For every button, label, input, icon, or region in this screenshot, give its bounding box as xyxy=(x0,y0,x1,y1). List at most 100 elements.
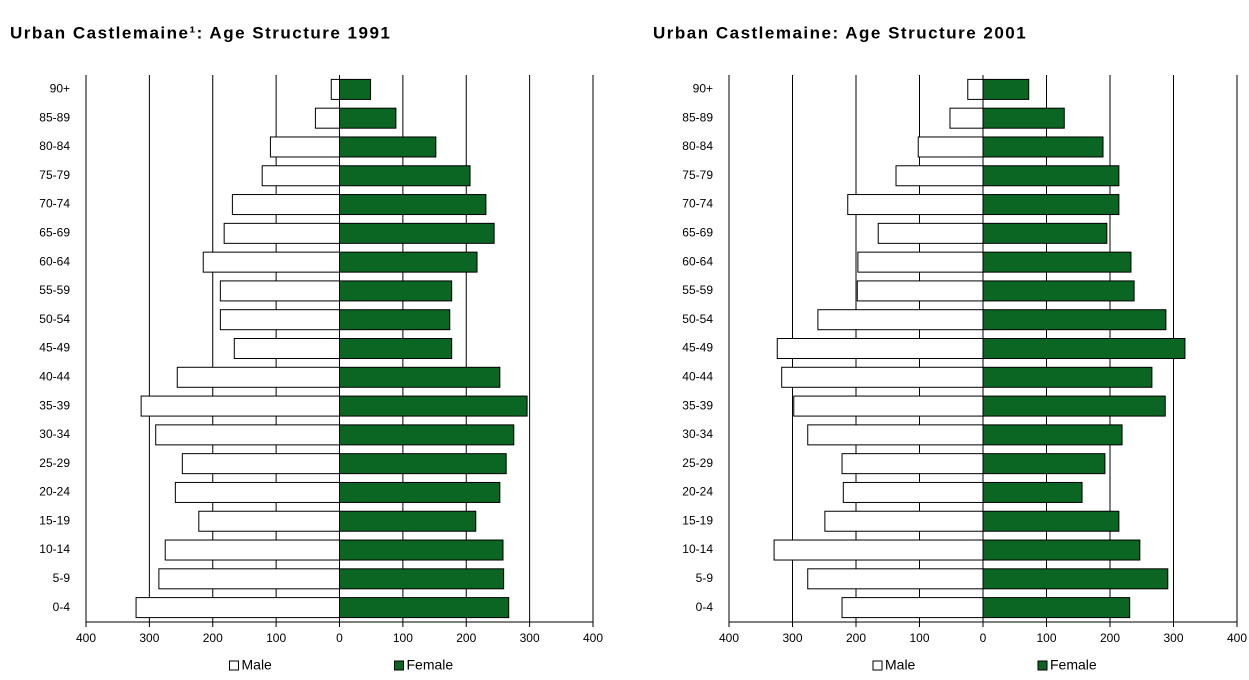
bar xyxy=(949,107,984,129)
y-tick-label: 90+ xyxy=(50,82,70,96)
bar xyxy=(776,338,984,359)
bar xyxy=(982,424,1123,446)
y-tick-label: 50-54 xyxy=(682,312,713,326)
legend-swatch xyxy=(1037,660,1048,671)
bar xyxy=(847,194,984,216)
bar xyxy=(842,481,984,503)
x-tick-label: 200 xyxy=(1100,631,1120,645)
bar xyxy=(917,136,984,158)
x-tick-label: 200 xyxy=(456,631,476,645)
y-tick-label: 35-39 xyxy=(682,398,713,412)
y-tick-label: 0-4 xyxy=(53,600,71,614)
bar xyxy=(982,568,1169,590)
bar xyxy=(982,597,1131,619)
x-tick-label: 200 xyxy=(203,631,223,645)
y-tick-label: 60-64 xyxy=(682,254,713,268)
legend-swatch xyxy=(394,660,404,671)
bar xyxy=(982,366,1153,388)
x-tick-label: 100 xyxy=(909,631,929,645)
bar xyxy=(841,597,984,619)
y-tick-label: 25-29 xyxy=(39,456,70,470)
y-tick-label: 5-9 xyxy=(53,571,71,585)
y-tick-label: 80-84 xyxy=(39,139,70,153)
bar xyxy=(339,222,495,244)
bar xyxy=(982,539,1141,561)
bar xyxy=(330,78,341,100)
bar xyxy=(793,395,984,417)
bar xyxy=(261,165,340,187)
x-tick-label: 100 xyxy=(1036,631,1056,645)
bar xyxy=(140,395,340,417)
bar xyxy=(181,453,340,475)
bar xyxy=(895,165,984,187)
bar xyxy=(164,539,340,561)
bar xyxy=(817,309,984,331)
x-tick-label: 300 xyxy=(782,631,802,645)
x-tick-label: 100 xyxy=(393,631,413,645)
bar xyxy=(781,366,984,388)
bar xyxy=(982,107,1065,129)
y-tick-label: 85-89 xyxy=(682,110,713,124)
legend-label: Male xyxy=(242,657,273,673)
y-tick-label: 10-14 xyxy=(682,542,713,556)
y-tick-label: 40-44 xyxy=(39,369,70,383)
bar xyxy=(982,338,1186,359)
bar xyxy=(339,136,437,158)
bar xyxy=(807,568,984,590)
legend-label: Female xyxy=(407,657,454,673)
bar xyxy=(982,222,1108,244)
bar xyxy=(219,280,340,302)
y-tick-label: 65-69 xyxy=(39,226,70,240)
bar xyxy=(982,194,1120,216)
bar xyxy=(339,597,510,619)
x-tick-label: 300 xyxy=(1163,631,1183,645)
x-tick-label: 400 xyxy=(1227,631,1247,645)
y-tick-label: 5-9 xyxy=(696,571,714,585)
bar xyxy=(155,424,340,446)
bar xyxy=(339,78,372,100)
y-tick-label: 75-79 xyxy=(39,168,70,182)
bar xyxy=(982,309,1167,331)
y-tick-label: 45-49 xyxy=(39,341,70,355)
x-tick-label: 0 xyxy=(980,631,987,645)
y-tick-label: 60-64 xyxy=(39,254,70,268)
legend-swatch xyxy=(229,660,239,671)
bar xyxy=(339,280,453,302)
x-tick-label: 200 xyxy=(846,631,866,645)
bar xyxy=(807,424,984,446)
bar xyxy=(233,338,340,359)
bar xyxy=(231,194,341,216)
y-tick-label: 20-24 xyxy=(39,485,70,499)
bar xyxy=(877,222,984,244)
x-tick-label: 400 xyxy=(719,631,739,645)
bar xyxy=(339,194,487,216)
bar xyxy=(824,510,984,532)
y-tick-label: 55-59 xyxy=(39,283,70,297)
x-tick-label: 400 xyxy=(76,631,96,645)
y-tick-label: 25-29 xyxy=(682,456,713,470)
bar xyxy=(339,510,477,532)
x-tick-label: 400 xyxy=(583,631,603,645)
x-tick-label: 300 xyxy=(139,631,159,645)
bar xyxy=(982,481,1083,503)
y-tick-label: 55-59 xyxy=(682,283,713,297)
y-tick-label: 15-19 xyxy=(682,513,713,527)
y-tick-label: 15-19 xyxy=(39,513,70,527)
y-tick-label: 65-69 xyxy=(682,226,713,240)
bar xyxy=(174,481,340,503)
x-tick-label: 300 xyxy=(520,631,540,645)
x-tick-label: 0 xyxy=(336,631,343,645)
y-tick-label: 30-34 xyxy=(682,427,713,441)
y-tick-label: 90+ xyxy=(693,82,713,96)
bar xyxy=(339,165,471,187)
y-tick-label: 70-74 xyxy=(39,197,70,211)
y-tick-label: 35-39 xyxy=(39,398,70,412)
bar xyxy=(982,395,1166,417)
bar xyxy=(967,78,984,100)
x-tick-label: 100 xyxy=(266,631,286,645)
bar xyxy=(339,424,515,446)
y-tick-label: 40-44 xyxy=(682,369,713,383)
bar xyxy=(158,568,340,590)
bar xyxy=(857,251,984,273)
